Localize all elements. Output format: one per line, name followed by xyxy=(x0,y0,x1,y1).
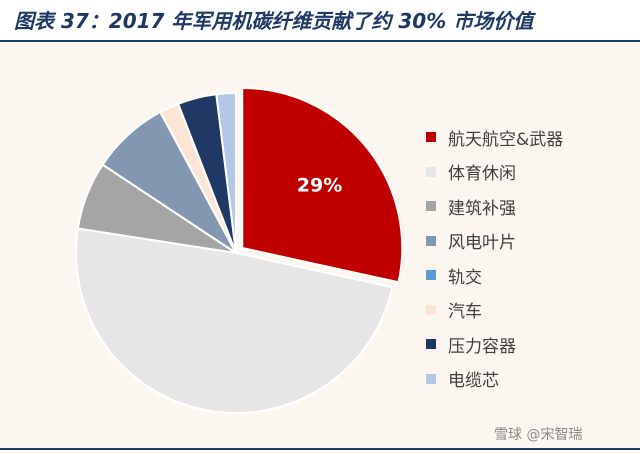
legend-swatch-7 xyxy=(426,373,436,384)
legend-label-4: 轨交 xyxy=(448,267,482,288)
legend-swatch-6 xyxy=(426,339,436,350)
legend-item-1: 体育休闲 xyxy=(426,155,563,190)
pie-slice-1 xyxy=(75,227,394,414)
legend-label-2: 建筑补强 xyxy=(448,198,516,219)
legend-label-6: 压力容器 xyxy=(448,336,516,357)
legend-label-0: 航天航空&武器 xyxy=(448,129,564,150)
title-underline xyxy=(0,40,640,42)
legend-swatch-0 xyxy=(426,132,436,143)
legend-swatch-5 xyxy=(426,304,436,315)
pie-chart: 29% xyxy=(75,86,404,414)
legend-label-1: 体育休闲 xyxy=(448,164,516,185)
legend-swatch-3 xyxy=(426,235,436,246)
legend-swatch-1 xyxy=(426,166,436,177)
watermark: 雪球 @宋智瑞 xyxy=(494,427,583,443)
pie-data-label-0: 29% xyxy=(297,174,342,196)
legend-item-4: 轨交 xyxy=(426,258,563,293)
pie-slice-0 xyxy=(241,86,404,284)
chart-legend: 航天航空&武器 体育休闲建筑补强风电叶片轨交汽车压力容器电缆芯 xyxy=(426,120,563,396)
legend-label-3: 风电叶片 xyxy=(448,233,516,254)
legend-swatch-2 xyxy=(426,201,436,212)
chart-title: 图表 37：2017 年军用机碳纤维贡献了约 30% 市场价值 xyxy=(14,9,534,33)
legend-item-2: 建筑补强 xyxy=(426,189,563,224)
legend-swatch-4 xyxy=(426,270,436,281)
legend-label-5: 汽车 xyxy=(448,302,482,323)
legend-item-0: 航天航空&武器 xyxy=(426,120,563,155)
legend-item-3: 风电叶片 xyxy=(426,224,563,259)
legend-item-7: 电缆芯 xyxy=(426,362,563,397)
legend-item-5: 汽车 xyxy=(426,293,563,328)
bottom-rule xyxy=(0,448,640,450)
legend-item-6: 压力容器 xyxy=(426,327,563,362)
pie-slice-7 xyxy=(215,91,237,254)
legend-label-7: 电缆芯 xyxy=(448,371,499,392)
